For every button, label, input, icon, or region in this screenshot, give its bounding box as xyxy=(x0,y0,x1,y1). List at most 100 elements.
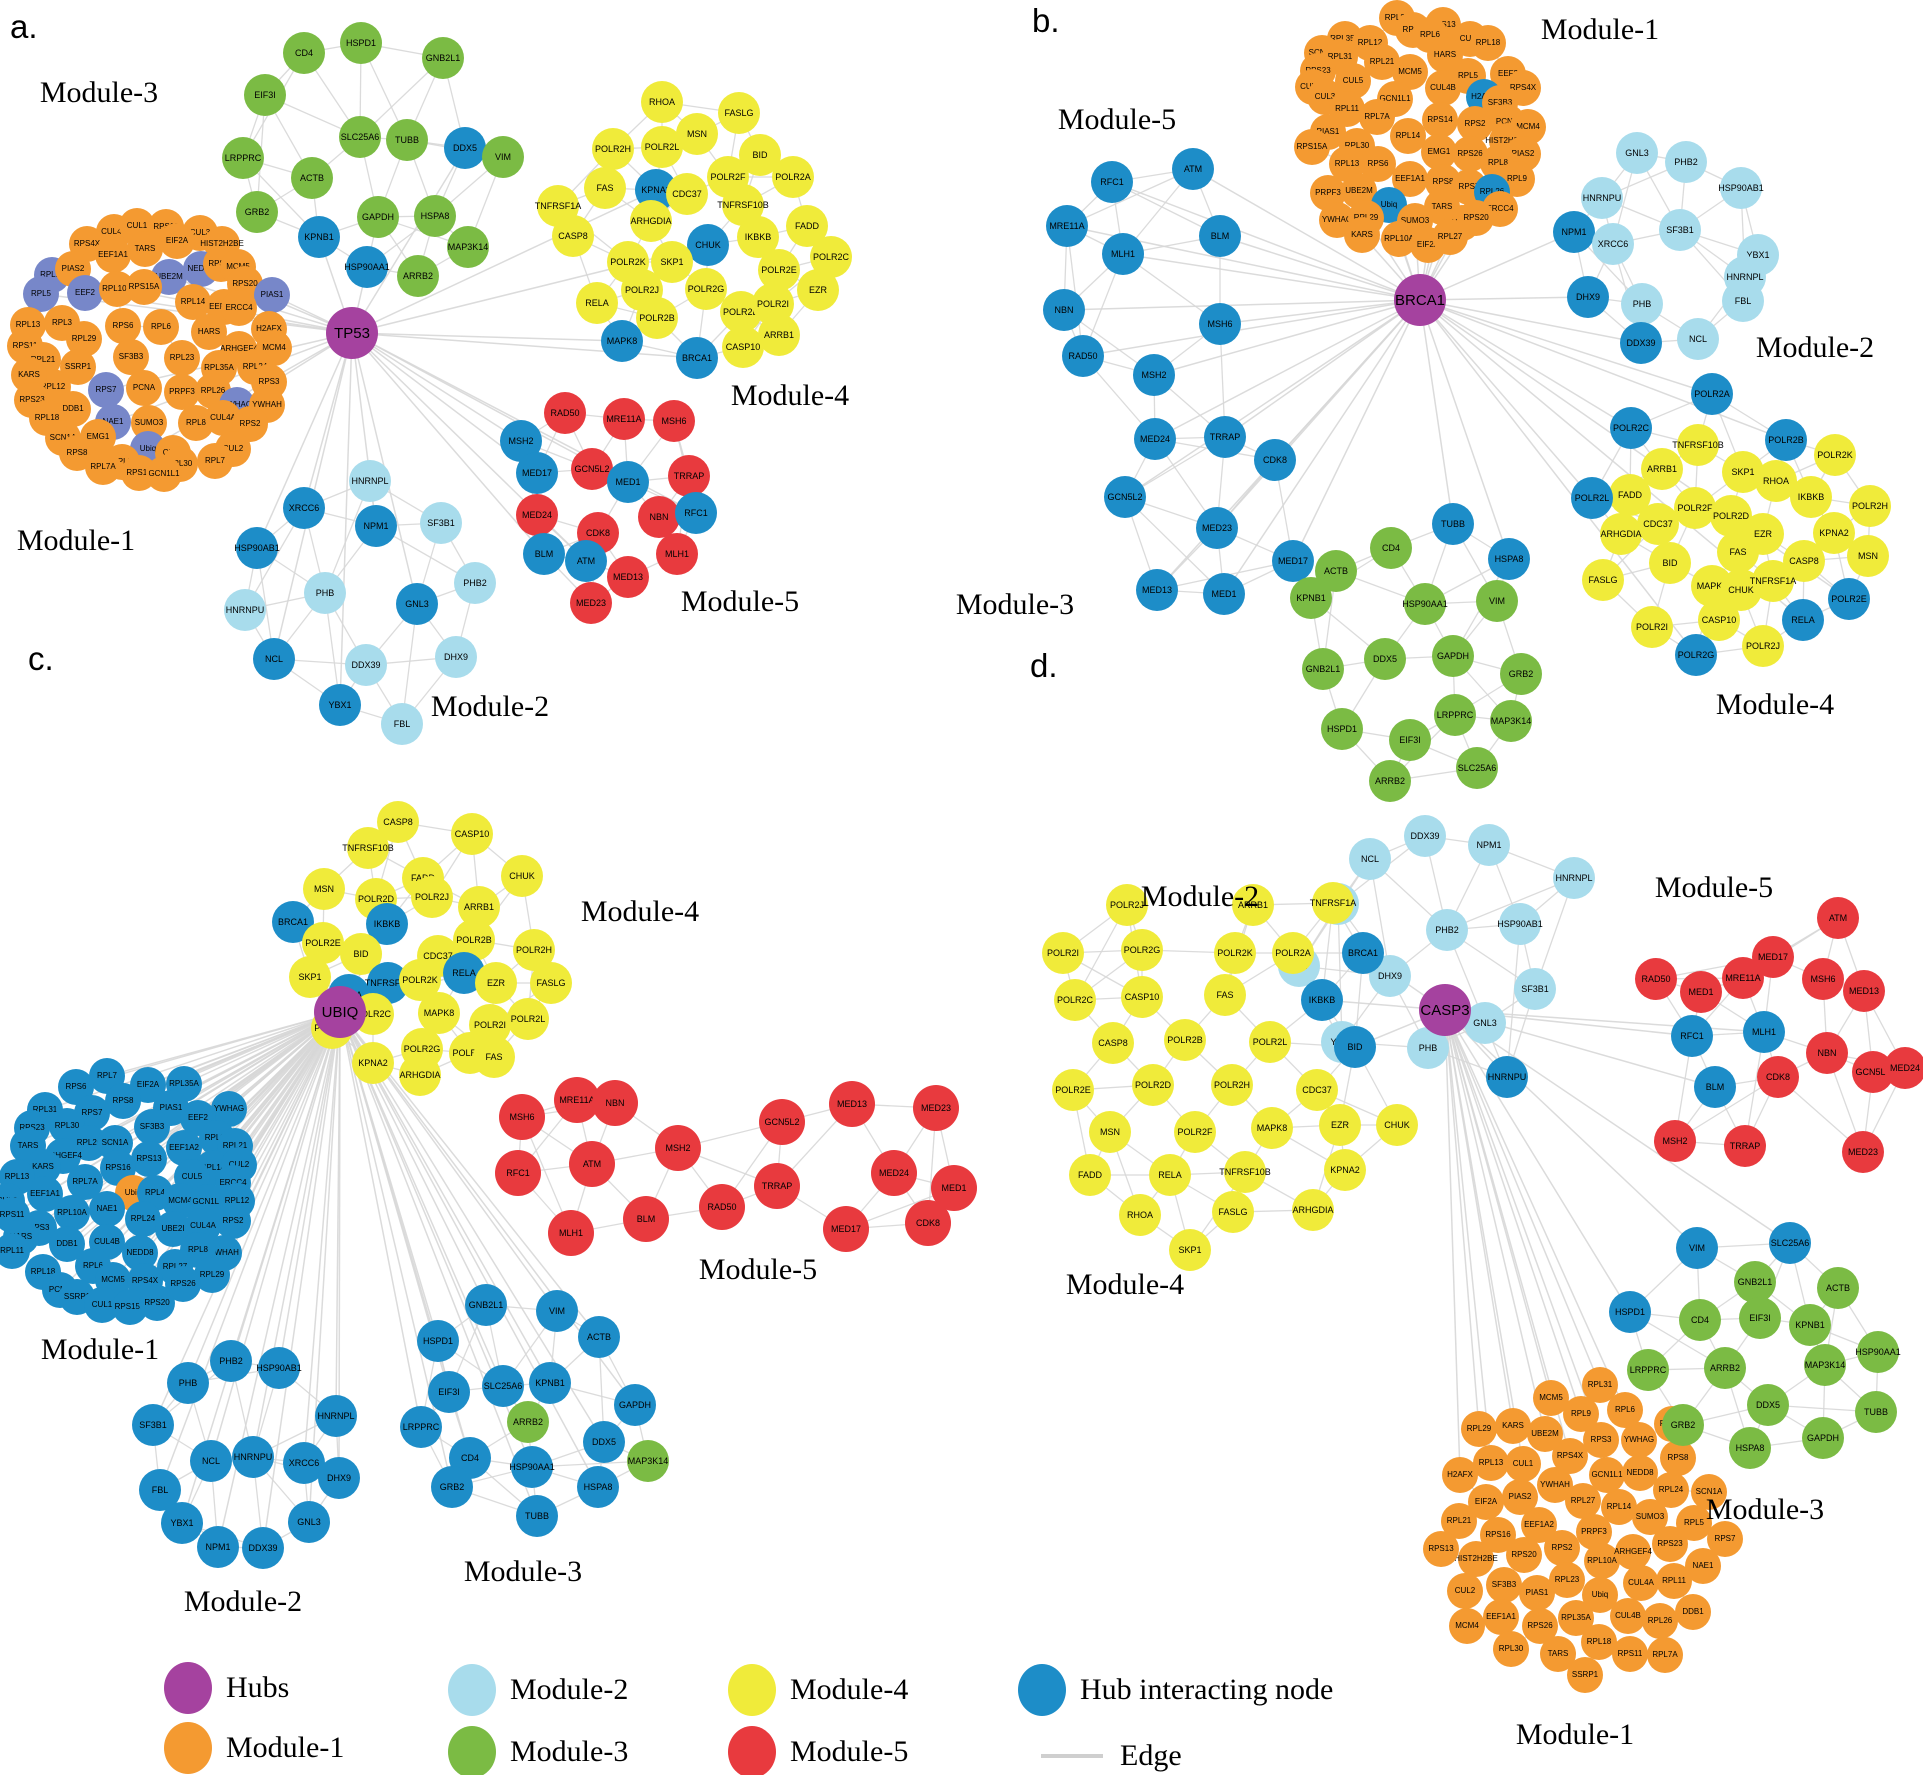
node-hnrnpl: HNRNPL xyxy=(349,460,391,502)
node-kars: KARS xyxy=(1495,1408,1531,1444)
node-brca1: BRCA1 xyxy=(676,337,718,379)
legend-swatch-m1 xyxy=(164,1722,212,1774)
node-med23: MED23 xyxy=(1196,507,1238,549)
node-gapdh: GAPDH xyxy=(1432,635,1474,677)
node-pias1: PIAS1 xyxy=(1519,1575,1555,1611)
node-ssrp1: SSRP1 xyxy=(60,349,96,385)
node-atm: ATM xyxy=(1817,897,1859,939)
node-polr2h: POLR2H xyxy=(1211,1064,1253,1106)
node-ncl: NCL xyxy=(1677,318,1719,360)
node-med24: MED24 xyxy=(871,1150,917,1196)
node-fas: FAS xyxy=(1717,531,1759,573)
node-map3k14: MAP3K14 xyxy=(1804,1344,1846,1386)
node-rela: RELA xyxy=(1149,1154,1191,1196)
node-gnl3: GNL3 xyxy=(1616,132,1658,174)
node-xrcc6: XRCC6 xyxy=(1592,223,1634,265)
legend-label-module-4: Module-4 xyxy=(790,1673,909,1706)
node-vim: VIM xyxy=(482,136,524,178)
node-tubb: TUBB xyxy=(516,1495,558,1537)
node-polr2f: POLR2F xyxy=(1674,487,1716,529)
node-msn: MSN xyxy=(303,868,345,910)
node-gnb2l1: GNB2L1 xyxy=(1302,648,1344,690)
hub-node-tp53: TP53 xyxy=(326,307,378,359)
node-hsp90aa1: HSP90AA1 xyxy=(344,246,390,288)
node-rpl23: RPL23 xyxy=(164,340,200,376)
node-phb2: PHB2 xyxy=(210,1340,252,1382)
node-trrap: TRRAP xyxy=(1204,416,1246,458)
node-actb: ACTB xyxy=(291,157,333,199)
legend-label-module-1: Module-1 xyxy=(226,1731,345,1764)
node-hnrnpl: HNRNPL xyxy=(315,1395,357,1437)
node-vim: VIM xyxy=(536,1290,578,1332)
node-ddx5: DDX5 xyxy=(1364,638,1406,680)
node-fas: FAS xyxy=(1204,974,1246,1016)
module-label-c-m1: Module-1 xyxy=(40,1333,160,1366)
module-label-d-m5: Module-5 xyxy=(1654,871,1774,904)
node-dhx9: DHX9 xyxy=(435,636,477,678)
node-trrap: TRRAP xyxy=(754,1163,800,1209)
node-nbn: NBN xyxy=(1043,289,1085,331)
node-ncl: NCL xyxy=(253,638,295,680)
node-msh6: MSH6 xyxy=(1199,303,1241,345)
node-kpna2: KPNA2 xyxy=(352,1042,394,1084)
node-sf3b1: SF3B1 xyxy=(1514,968,1556,1010)
node-lrpprc: LRPPRC xyxy=(400,1406,442,1448)
node-med1: MED1 xyxy=(1680,971,1722,1013)
legend-swatch-m4 xyxy=(728,1664,776,1716)
node-polr2j: POLR2J xyxy=(411,876,453,918)
node-casp10: CASP10 xyxy=(1121,976,1163,1018)
node-dhx9: DHX9 xyxy=(318,1457,360,1499)
node-arrb2: ARRB2 xyxy=(1704,1347,1746,1389)
node-rpl30: RPL30 xyxy=(1493,1631,1529,1667)
node-med13: MED13 xyxy=(1136,569,1178,611)
node-rpl7a: RPL7A xyxy=(1647,1637,1683,1673)
node-eef2: EEF2 xyxy=(67,275,103,311)
node-ddx5: DDX5 xyxy=(444,127,486,169)
node-rps7: RPS7 xyxy=(88,372,124,408)
node-dhx9: DHX9 xyxy=(1567,276,1609,318)
node-lrpprc: LRPPRC xyxy=(1434,694,1476,736)
node-polr2g: POLR2G xyxy=(685,268,727,310)
node-eif2a: EIF2A xyxy=(159,223,195,259)
module-label-a-m5: Module-5 xyxy=(680,585,800,618)
node-polr2h: POLR2H xyxy=(592,128,634,170)
node-rpl7: RPL7 xyxy=(197,443,233,479)
node-rpl9: RPL9 xyxy=(1563,1396,1599,1432)
node-kpna2: KPNA2 xyxy=(1324,1149,1366,1191)
node-slc25a6: SLC25A6 xyxy=(339,116,381,158)
node-rpl7a: RPL7A xyxy=(85,449,121,485)
node-bid: BID xyxy=(1334,1026,1376,1068)
node-rpl11: RPL11 xyxy=(1656,1563,1692,1599)
node-gapdh: GAPDH xyxy=(357,196,399,238)
node-h2afx: H2AFX xyxy=(1442,1457,1478,1493)
node-ddx39: DDX39 xyxy=(345,644,387,686)
node-sf3b3: SF3B3 xyxy=(113,339,149,375)
module-label-d-m4: Module-4 xyxy=(1065,1268,1185,1301)
node-sf3b3: SF3B3 xyxy=(134,1109,170,1145)
node-mlh1: MLH1 xyxy=(1743,1011,1785,1053)
node-arhgef4: ARHGEF4 xyxy=(1614,1534,1652,1570)
legend-swatch-hub xyxy=(164,1662,212,1714)
node-hsp90ab1: HSP90AB1 xyxy=(234,527,280,569)
node-rps8: RPS8 xyxy=(1660,1440,1696,1476)
node-gcn5l2: GCN5L2 xyxy=(759,1099,805,1145)
node-hsp90ab1: HSP90AB1 xyxy=(1718,167,1764,209)
node-skp1: SKP1 xyxy=(1169,1229,1211,1271)
node-rad50: RAD50 xyxy=(699,1184,745,1230)
node-blm: BLM xyxy=(1694,1066,1736,1108)
node-med17: MED17 xyxy=(1272,540,1314,582)
node-gnl3: GNL3 xyxy=(396,583,438,625)
node-npm1: NPM1 xyxy=(197,1526,239,1568)
node-hspa8: HSPA8 xyxy=(1488,538,1530,580)
node-xrcc6: XRCC6 xyxy=(283,487,325,529)
node-rpl10a: RPL10A xyxy=(54,1195,90,1231)
node-ube2m: UBE2M xyxy=(1527,1416,1563,1452)
node-polr2c: POLR2C xyxy=(1610,407,1652,449)
node-ezr: EZR xyxy=(797,269,839,311)
node-cul4b: CUL4B xyxy=(1425,70,1461,106)
node-pcna: PCNA xyxy=(126,370,162,406)
node-polr2g: POLR2G xyxy=(1121,929,1163,971)
node-mre11a: MRE11A xyxy=(603,398,645,440)
node-tnfrsf1a: TNFRSF1A xyxy=(1750,560,1796,602)
node-tnfrsf10b: TNFRSF10B xyxy=(342,827,394,869)
